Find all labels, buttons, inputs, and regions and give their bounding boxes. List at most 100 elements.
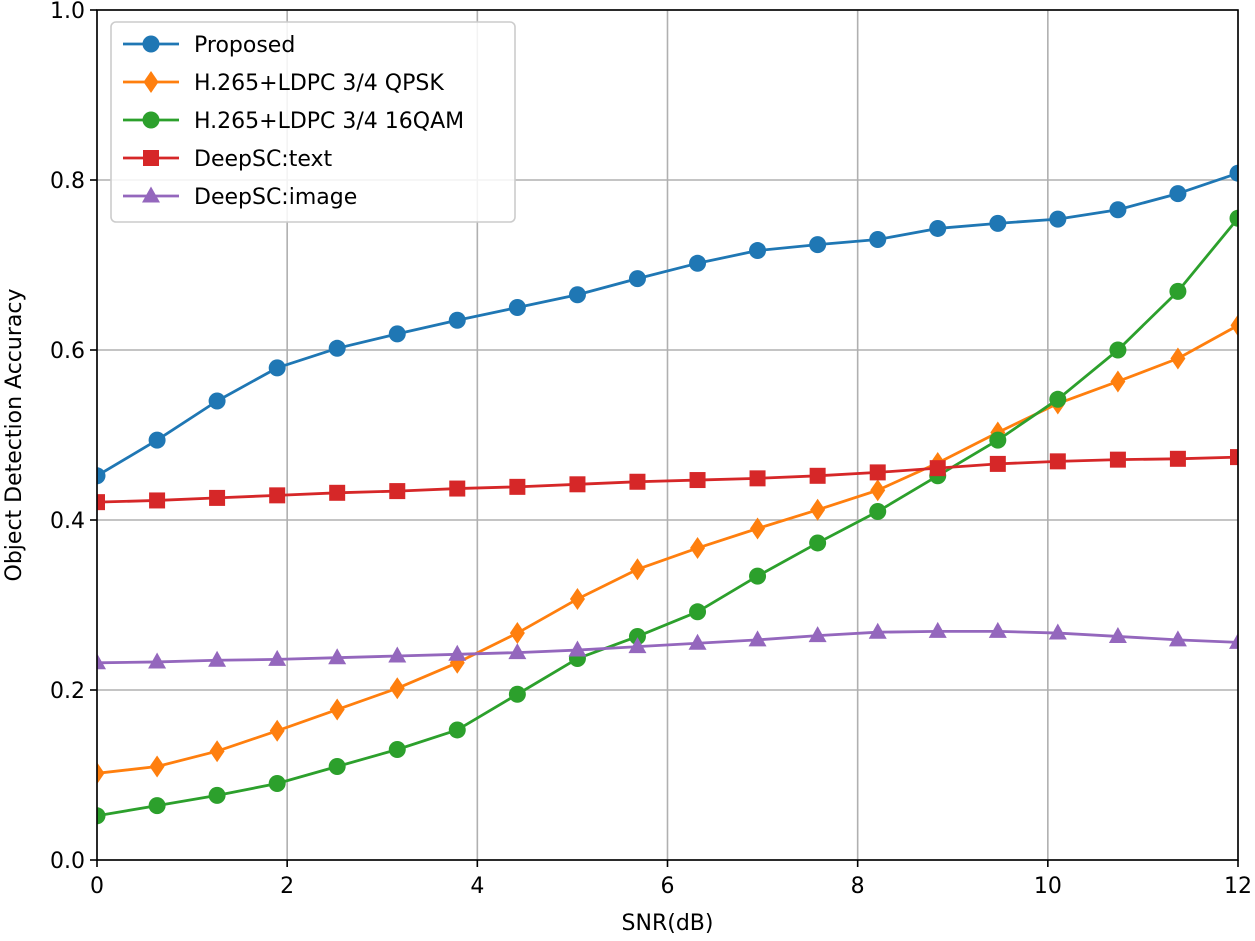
x-tick-label: 2 [280,874,294,899]
data-point [448,311,466,329]
data-point [689,472,706,489]
data-point [989,214,1007,232]
data-point [568,286,586,304]
data-point [989,431,1007,449]
data-point [808,626,827,643]
data-point [749,470,766,487]
data-point [97,762,105,785]
data-point [1230,449,1238,466]
data-point [268,649,287,666]
data-point [1229,209,1238,227]
x-tick-label: 6 [661,874,675,899]
legend-label: H.265+LDPC 3/4 QPSK [194,71,444,96]
data-point [568,640,587,657]
legend-label: H.265+LDPC 3/4 16QAM [194,109,464,134]
data-point [748,630,767,647]
data-point [1109,201,1127,219]
data-point [1169,450,1186,467]
legend-marker [142,186,160,203]
data-point [389,483,406,500]
y-tick-label: 1.0 [50,0,85,24]
data-point [1109,451,1126,468]
legend-box [110,21,516,223]
data-point [928,621,947,638]
series-4 [97,621,1238,670]
data-point [328,758,346,775]
data-point [690,537,706,560]
data-point [209,489,226,506]
data-point [208,392,226,410]
data-point [148,431,166,449]
legend-marker [142,111,160,129]
y-axis-label: Object Detection Accuracy [2,289,27,582]
data-point [148,652,167,669]
data-point [809,467,826,484]
data-point [870,479,886,502]
data-point [208,786,226,804]
data-point [209,740,225,763]
data-point [749,567,767,585]
data-point [388,741,406,758]
data-point [929,219,947,237]
series-2 [97,209,1238,825]
series-line [97,629,1238,665]
data-point [448,644,467,661]
data-point [1230,314,1238,337]
legend-label: DeepSC:text [194,147,333,172]
data-point [1229,164,1238,182]
data-point [689,603,707,621]
data-point [1049,210,1067,228]
data-point [1229,632,1238,649]
data-point [749,242,767,260]
data-point [1170,347,1186,370]
data-point [628,270,646,288]
y-tick-label: 0.4 [50,509,85,534]
x-tick-label: 0 [90,874,104,899]
data-point [97,494,105,511]
data-point [509,622,525,645]
data-point [149,492,166,509]
data-point [1169,185,1187,203]
data-point [508,643,527,660]
data-point [329,698,345,721]
data-point [1049,390,1067,408]
data-point [809,236,827,254]
data-point [1169,282,1187,300]
data-point [869,231,887,248]
data-point [750,517,766,540]
data-point [268,359,286,377]
data-point [629,558,645,581]
data-point [508,685,526,703]
data-point [1109,341,1127,359]
data-point [1049,453,1066,470]
data-point [1108,626,1127,643]
series-layer [97,164,1238,825]
y-tick-label: 0.6 [50,339,85,364]
data-point [268,775,286,792]
data-point [1168,630,1187,647]
data-point [1048,623,1067,640]
y-tick-label: 0.0 [50,849,85,874]
x-axis-label: SNR(dB) [622,911,714,936]
legend-label: DeepSC:image [194,185,357,210]
data-point [869,464,886,481]
data-point [508,299,526,316]
data-point [97,653,106,670]
data-point [449,480,466,497]
data-point [389,677,405,700]
y-tick-label: 0.8 [50,169,85,194]
data-point [269,719,285,742]
data-point [629,473,646,490]
data-point [809,534,827,552]
data-point [149,755,165,778]
series-line [97,324,1238,775]
data-point [328,648,347,665]
data-point [328,339,346,357]
data-point [97,807,106,825]
data-point [448,721,466,739]
data-point [868,622,887,639]
y-tick-label: 0.2 [50,679,85,704]
data-point [628,627,646,645]
data-point [988,621,1007,638]
